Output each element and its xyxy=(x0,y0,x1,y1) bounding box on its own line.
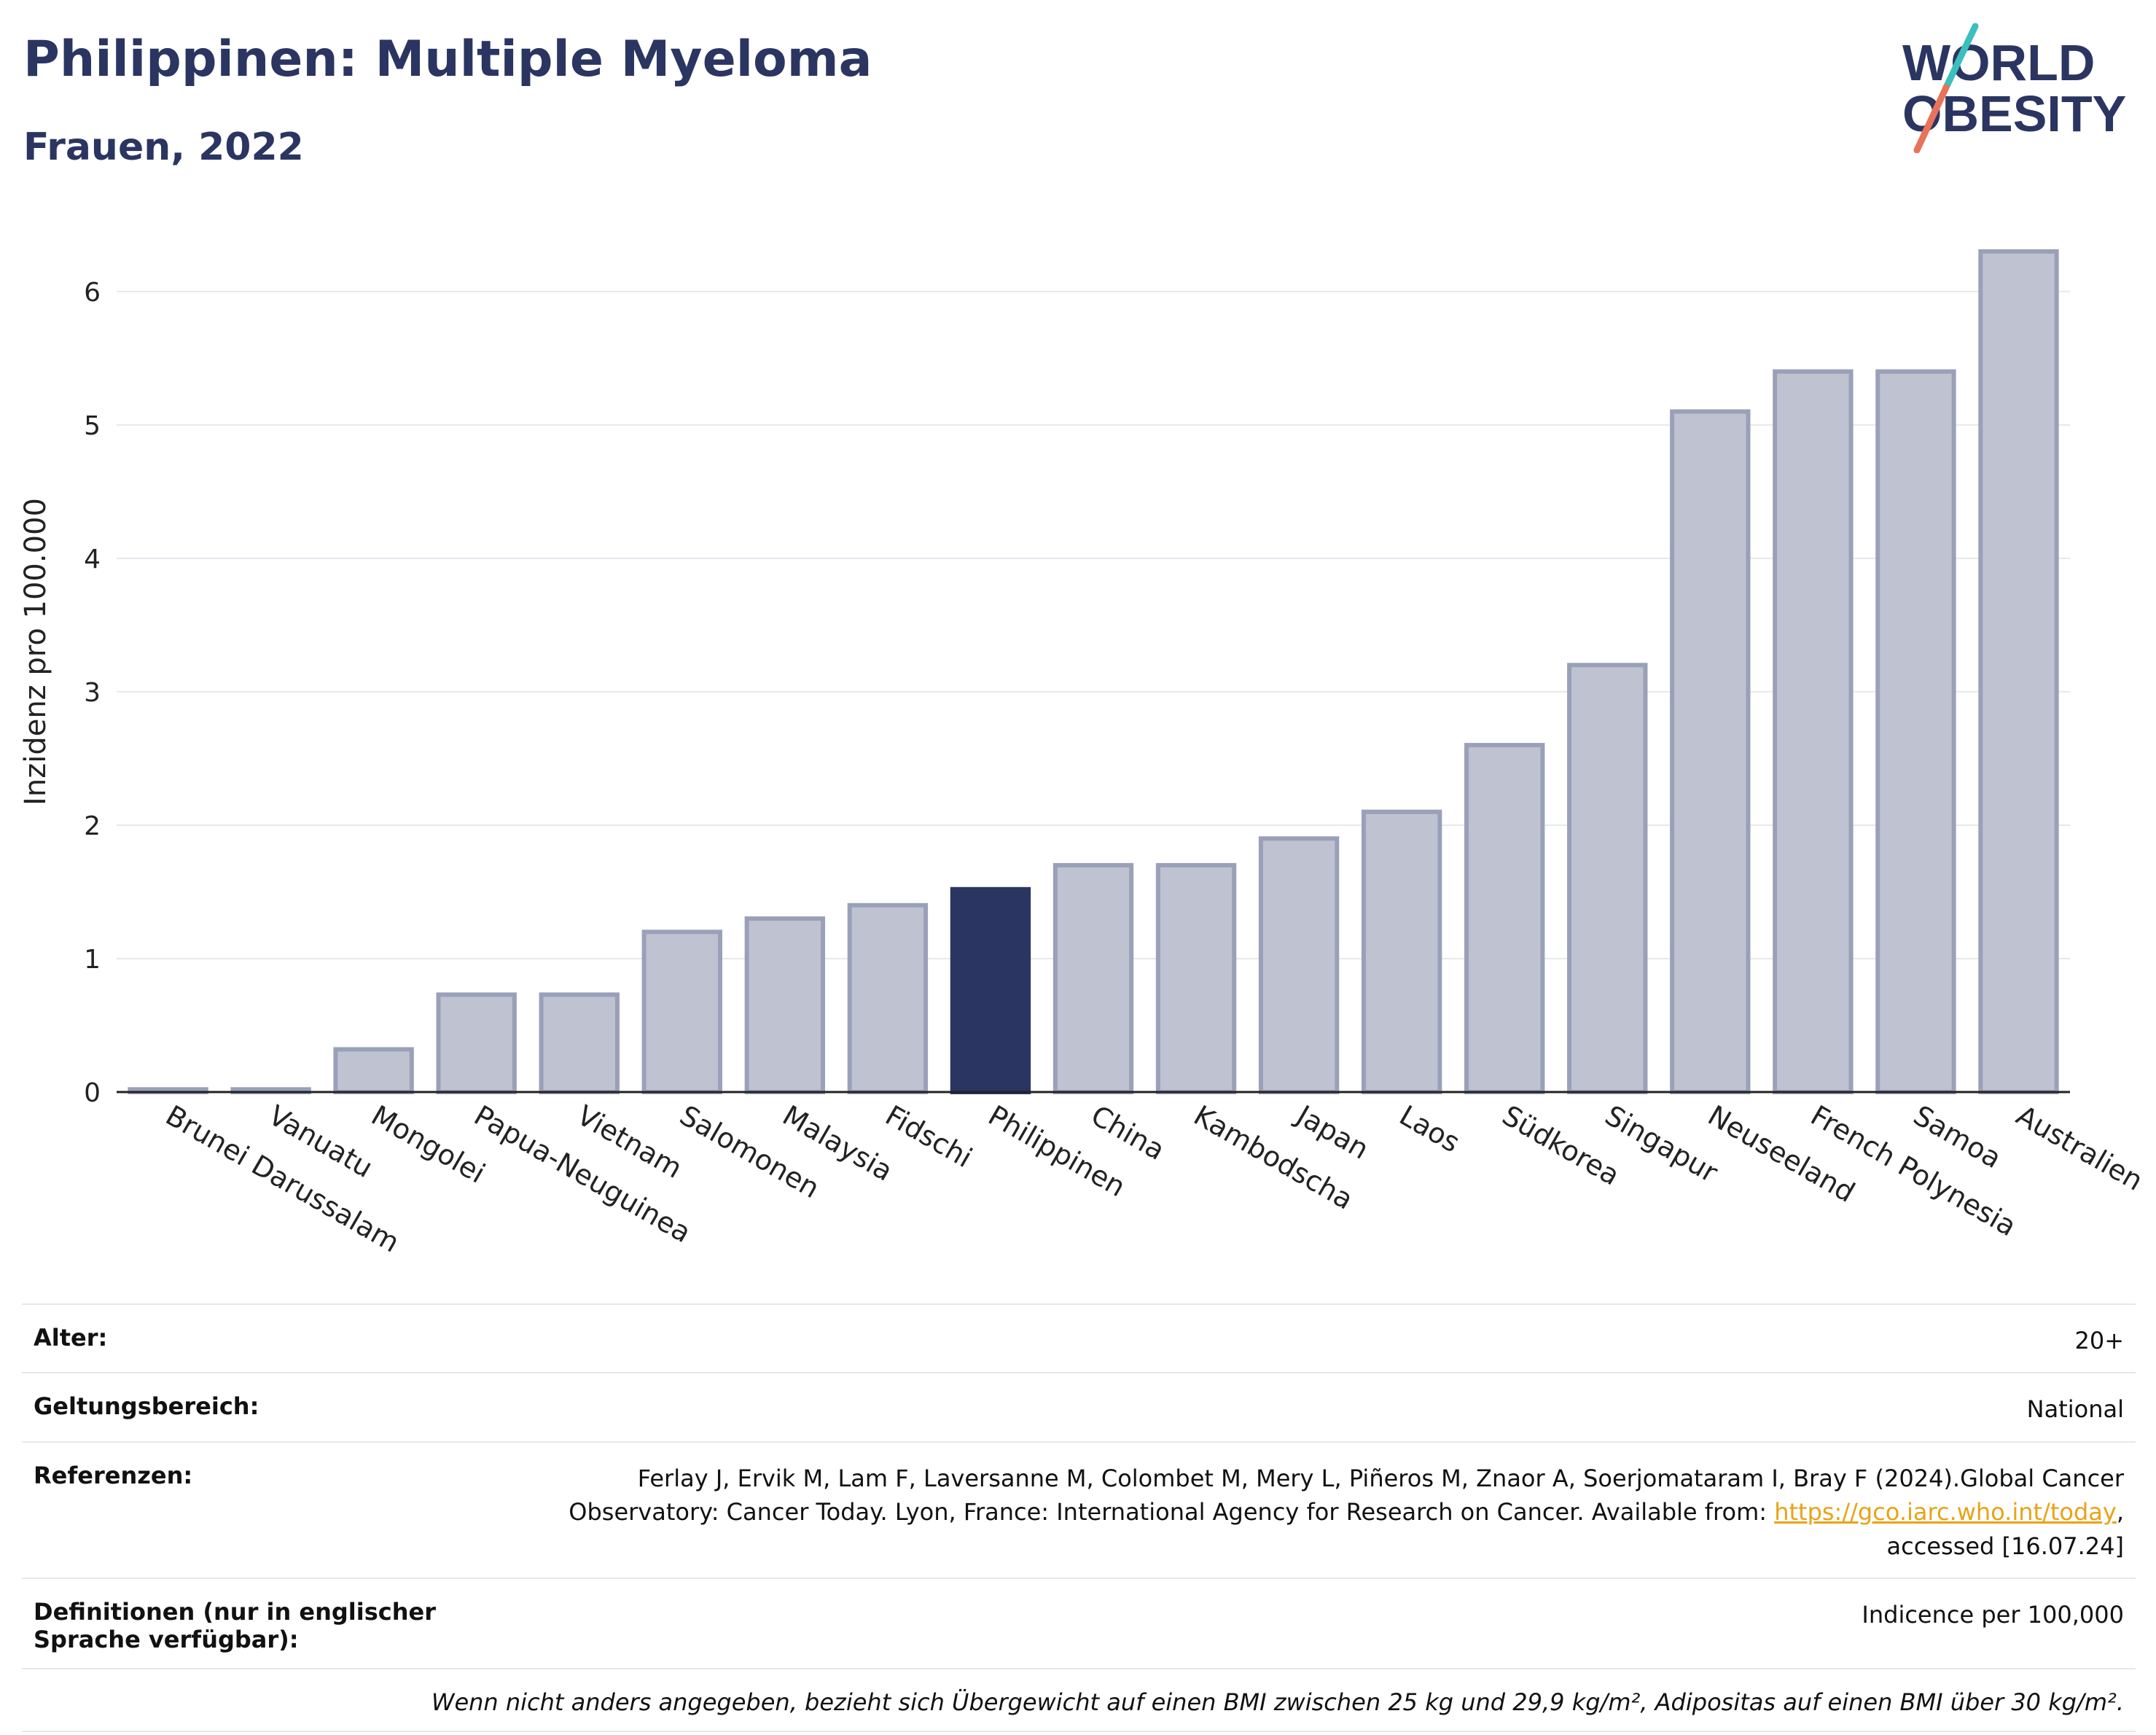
bar-singapur[interactable] xyxy=(1567,663,1648,1094)
age-value: 20+ xyxy=(2074,1327,2124,1354)
bar-china[interactable] xyxy=(1052,862,1134,1095)
y-tick-label: 1 xyxy=(84,945,101,975)
scope-value: National xyxy=(2026,1395,2124,1424)
x-tick-label: Südkorea xyxy=(1497,1099,1625,1192)
bar-neuseeland[interactable] xyxy=(1670,409,1751,1094)
bar-philippinen[interactable] xyxy=(950,886,1031,1094)
references-label: Referenzen: xyxy=(34,1461,193,1489)
y-tick-labels: 0 1 2 3 4 5 6 xyxy=(84,278,101,1108)
y-tick-label: 3 xyxy=(84,678,101,708)
chart-title: Philippinen: Multiple Myeloma xyxy=(23,31,872,88)
scope-label: Geltungsbereich: xyxy=(34,1392,259,1421)
bar-australien[interactable] xyxy=(1978,249,2059,1095)
chart-subtitle: Frauen, 2022 xyxy=(23,125,304,169)
info-row-age: Alter: 20+ xyxy=(22,1303,2136,1372)
references-link[interactable]: https://gco.iarc.who.int/today xyxy=(1774,1498,2117,1527)
age-label: Alter: xyxy=(34,1324,108,1352)
info-row-scope: Geltungsbereich: National xyxy=(22,1372,2136,1440)
bar-salomonen[interactable] xyxy=(641,929,722,1095)
info-row-note: Wenn nicht anders angegeben, bezieht sic… xyxy=(22,1667,2136,1732)
bar-kambodscha[interactable] xyxy=(1155,862,1237,1095)
references-value: Ferlay J, Ervik M, Lam F, Laversanne M, … xyxy=(544,1462,2124,1563)
logo-slash-coral xyxy=(1913,84,1950,153)
y-tick-label: 6 xyxy=(84,278,101,308)
y-tick-label: 2 xyxy=(84,811,101,841)
bar-vietnam[interactable] xyxy=(539,992,620,1095)
bar-samoa[interactable] xyxy=(1875,369,1956,1094)
x-tick-label: Laos xyxy=(1394,1099,1466,1159)
y-axis-label: Inzidenz pro 100.000 xyxy=(19,498,52,806)
x-tick-label: Australien xyxy=(2011,1099,2149,1197)
references-text-1: Ferlay J, Ervik M, Lam F, Laversanne M, … xyxy=(569,1464,2124,1527)
x-tick-label: Mongolei xyxy=(366,1099,491,1190)
x-tick-labels: Brunei DarussalamVanuatuMongoleiPapua-Ne… xyxy=(160,1099,2148,1259)
bar-mongolei[interactable] xyxy=(333,1047,414,1094)
definitions-label: Definitionen (nur in englischer Sprache … xyxy=(34,1597,436,1653)
bar-fidschi[interactable] xyxy=(847,902,929,1094)
info-row-definitions: Definitionen (nur in englischer Sprache … xyxy=(22,1577,2136,1668)
bar-papua-neuguinea[interactable] xyxy=(436,992,517,1095)
bars xyxy=(128,249,2059,1095)
bar-malaysia[interactable] xyxy=(744,916,826,1094)
info-row-references: Referenzen: Ferlay J, Ervik M, Lam F, La… xyxy=(22,1440,2136,1578)
bar-chart: 0 1 2 3 4 5 6 Brunei DarussalamVanuatuMongolei… xyxy=(19,249,2148,1259)
world-obesity-logo: WORLD OBESITY xyxy=(1902,23,2126,153)
logo-line-1: WORLD xyxy=(1902,34,2095,91)
bar-südkorea[interactable] xyxy=(1464,743,1545,1094)
references-text-2: , accessed [16.07.24] xyxy=(1886,1498,2124,1560)
y-tick-label: 5 xyxy=(84,411,101,441)
info-table: Alter: 20+ Geltungsbereich: National Ref… xyxy=(22,1303,2136,1732)
definitions-value: Indicence per 100,000 xyxy=(1862,1600,2124,1629)
bar-laos[interactable] xyxy=(1361,809,1442,1094)
y-tick-label: 4 xyxy=(84,545,101,574)
bar-japan[interactable] xyxy=(1258,836,1340,1094)
footnote: Wenn nicht anders angegeben, bezieht sic… xyxy=(431,1688,2124,1716)
logo-slash-teal xyxy=(1942,23,1979,91)
bar-french-polynesia[interactable] xyxy=(1773,369,1854,1094)
y-tick-label: 0 xyxy=(84,1078,101,1108)
